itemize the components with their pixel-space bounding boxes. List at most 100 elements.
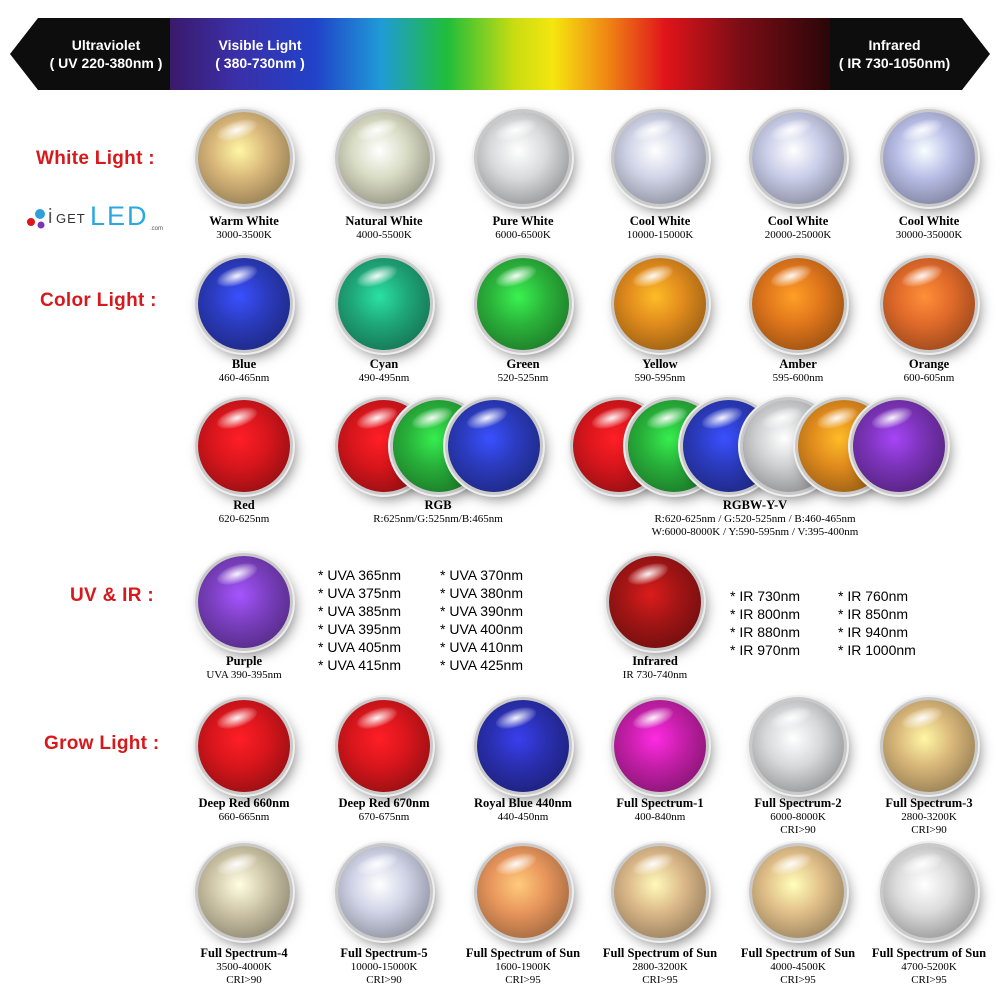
- led-white-2: [477, 112, 569, 204]
- caption-color-5: Orange 600-605nm: [854, 357, 1001, 385]
- led-white-3: [614, 112, 706, 204]
- led-spec: 490-495nm: [358, 372, 410, 384]
- caption-grow1-1: Deep Red 670nm 670-675nm: [309, 796, 459, 824]
- ir-list-1: * IR 730nm * IR 800nm * IR 880nm * IR 970nm: [730, 587, 800, 659]
- led-spec: 520-525nm: [497, 372, 549, 384]
- wavelength-item: * IR 730nm: [730, 588, 801, 604]
- led-name: RGBW-Y-V: [722, 498, 788, 512]
- caption-rgb: RGB R:625nm/G:525nm/B:465nm: [363, 498, 513, 526]
- led-name: Full Spectrum-1: [616, 796, 704, 810]
- caption-grow2-4: Full Spectrum of Sun 4000-4500K CRI>95: [723, 946, 873, 987]
- led-grow2-4: [752, 846, 844, 938]
- led-spec: 4000-5500K: [356, 229, 412, 241]
- led-grow1-2: [477, 700, 569, 792]
- led-name: Cool White: [767, 214, 829, 228]
- led-spec: 10000-15000K: [350, 961, 418, 973]
- caption-color-4: Amber 595-600nm: [723, 357, 873, 385]
- wavelength-item: * UVA 405nm: [318, 639, 402, 655]
- led-spec: 590-595nm: [634, 372, 686, 384]
- visible-range: ( 380-730nm ): [215, 55, 305, 71]
- wavelength-item: * IR 970nm: [730, 642, 801, 658]
- caption-grow2-2: Full Spectrum of Sun 1600-1900K CRI>95: [448, 946, 598, 987]
- led-spec: 4700-5200K: [901, 961, 957, 973]
- caption-infrared: Infrared IR 730-740nm: [580, 654, 730, 682]
- uva-list-1: * UVA 365nm * UVA 375nm * UVA 385nm * UVA 3…: [318, 566, 401, 674]
- led-color-5: [883, 258, 975, 350]
- led-spec: 2800-3200K: [632, 961, 688, 973]
- led-spec: IR 730-740nm: [622, 669, 688, 681]
- visible-label: Visible Light ( 380-730nm ): [200, 36, 320, 72]
- uv-label: Ultraviolet ( UV 220-380nm ): [46, 36, 166, 72]
- section-color-light: Color Light :: [40, 290, 157, 311]
- led-name: Orange: [908, 357, 950, 371]
- caption-color-0: Blue 460-465nm: [169, 357, 319, 385]
- led-name: Warm White: [209, 214, 279, 228]
- led-name: Full Spectrum of Sun: [740, 946, 856, 960]
- wavelength-item: * IR 800nm: [730, 606, 801, 622]
- led-color-3: [614, 258, 706, 350]
- led-name: Pure White: [492, 214, 554, 228]
- led-spec: CRI>95: [642, 974, 678, 986]
- section-white-light: White Light :: [36, 148, 155, 169]
- led-grow1-4: [752, 700, 844, 792]
- caption-color-3: Yellow 590-595nm: [585, 357, 735, 385]
- caption-grow2-1: Full Spectrum-5 10000-15000K CRI>90: [309, 946, 459, 987]
- led-spec: 600-605nm: [903, 372, 955, 384]
- led-spec: 460-465nm: [218, 372, 270, 384]
- wavelength-item: * UVA 375nm: [318, 585, 402, 601]
- uv-title: Ultraviolet: [71, 37, 141, 53]
- wavelength-item: * UVA 400nm: [440, 621, 524, 637]
- led-spec: 20000-25000K: [764, 229, 832, 241]
- wavelength-item: * UVA 410nm: [440, 639, 524, 655]
- ir-range: ( IR 730-1050nm): [838, 55, 951, 71]
- led-spec: 1600-1900K: [495, 961, 551, 973]
- led-grow2-5: [883, 846, 975, 938]
- caption-grow1-4: Full Spectrum-2 6000-8000K CRI>90: [723, 796, 873, 837]
- led-name: RGB: [424, 498, 452, 512]
- led-name: Full Spectrum-4: [200, 946, 288, 960]
- led-spec: R:625nm/G:525nm/B:465nm: [373, 513, 503, 525]
- logo-dots-icon: [27, 209, 45, 229]
- caption-rgbwyv: RGBW-Y-V R:620-625nm / G:520-525nm / B:46…: [605, 498, 905, 539]
- led-spec: CRI>90: [226, 974, 262, 986]
- caption-white-0: Warm White 3000-3500K: [169, 214, 319, 242]
- led-grow1-3: [614, 700, 706, 792]
- led-spec: CRI>95: [911, 974, 947, 986]
- caption-white-1: Natural White 4000-5500K: [309, 214, 459, 242]
- caption-white-2: Pure White 6000-6500K: [448, 214, 598, 242]
- led-white-4: [752, 112, 844, 204]
- led-spec: 3000-3500K: [216, 229, 272, 241]
- led-name: Deep Red 660nm: [198, 796, 290, 810]
- led-name: Full Spectrum-2: [754, 796, 842, 810]
- led-name: Cool White: [629, 214, 691, 228]
- led-spec: 400-840nm: [634, 811, 686, 823]
- caption-white-3: Cool White 10000-15000K: [585, 214, 735, 242]
- ir-list-2: * IR 760nm * IR 850nm * IR 940nm * IR 1000n…: [838, 587, 916, 659]
- led-color-2: [477, 258, 569, 350]
- led-spec: 10000-15000K: [626, 229, 694, 241]
- uv-range: ( UV 220-380nm ): [49, 55, 163, 71]
- led-white-1: [338, 112, 430, 204]
- led-purple: [198, 556, 290, 648]
- led-grow1-0: [198, 700, 290, 792]
- led-name: Full Spectrum of Sun: [602, 946, 718, 960]
- caption-grow2-0: Full Spectrum-4 3500-4000K CRI>90: [169, 946, 319, 987]
- led-spec: CRI>90: [911, 824, 947, 836]
- led-rgb-2: [448, 400, 540, 492]
- led-grow2-2: [477, 846, 569, 938]
- led-name: Green: [506, 357, 540, 371]
- wavelength-item: * UVA 415nm: [318, 657, 402, 673]
- led-spec: 4000-4500K: [770, 961, 826, 973]
- led-spec: 6000-6500K: [495, 229, 551, 241]
- led-color-4: [752, 258, 844, 350]
- led-spec: CRI>90: [780, 824, 816, 836]
- led-spec: 6000-8000K: [770, 811, 826, 823]
- wavelength-item: * UVA 390nm: [440, 603, 524, 619]
- spectrum-banner: Ultraviolet ( UV 220-380nm ) Visible Lig…: [10, 18, 990, 90]
- section-grow-light: Grow Light :: [44, 733, 160, 754]
- led-name: Full Spectrum-5: [340, 946, 428, 960]
- uva-list-2: * UVA 370nm * UVA 380nm * UVA 390nm * UVA 4…: [440, 566, 523, 674]
- led-name: Infrared: [632, 654, 678, 668]
- logo-led: LED: [90, 201, 149, 231]
- caption-color-1: Cyan 490-495nm: [309, 357, 459, 385]
